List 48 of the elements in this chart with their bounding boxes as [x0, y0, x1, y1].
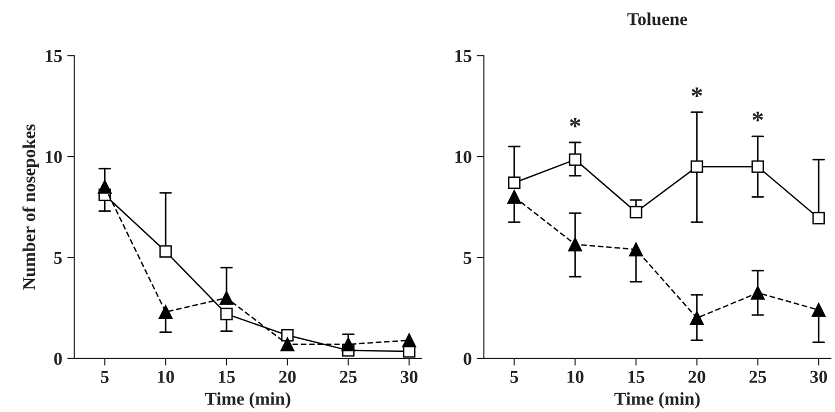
point [158, 305, 173, 319]
y-tick-label: 15 [455, 50, 472, 62]
y-tick-label: 15 [46, 50, 62, 62]
point [402, 333, 416, 348]
y-tick-label: 5 [54, 252, 62, 264]
x-tick-label: 30 [400, 370, 418, 383]
point [812, 303, 826, 317]
point [812, 212, 825, 224]
y-tick-label: 10 [46, 150, 62, 163]
point [752, 160, 764, 173]
point [507, 190, 522, 204]
x-tick-label: 30 [810, 370, 827, 383]
point [568, 237, 582, 252]
x-tick-label: 25 [340, 370, 357, 383]
point [98, 180, 112, 194]
x-tick-label: 10 [158, 370, 174, 383]
x-tick-label: 15 [218, 370, 235, 383]
y-axis-title: Number of nosepokes [22, 124, 39, 290]
y-tick-label: 5 [464, 252, 472, 264]
x-tick-label: 25 [750, 370, 766, 383]
point [341, 337, 356, 352]
y-tick-label: 0 [54, 352, 62, 365]
annotation: * [692, 88, 702, 97]
point [159, 245, 172, 258]
point [568, 153, 582, 166]
point [629, 242, 643, 256]
y-tick-label: 0 [464, 352, 472, 365]
x-tick-label: 10 [568, 370, 584, 383]
x-tick-label: 20 [279, 370, 296, 383]
point [508, 176, 520, 190]
x-tick-label: 15 [628, 370, 644, 383]
point [220, 290, 234, 305]
y-tick-label: 10 [455, 150, 472, 163]
chart-title: Toluene [627, 12, 688, 26]
point [750, 286, 765, 300]
point [281, 328, 294, 342]
point [690, 160, 704, 173]
annotation: * [752, 112, 763, 122]
x-tick-label: 5 [100, 370, 109, 383]
point [220, 308, 233, 320]
x-tick-label: 5 [510, 370, 518, 383]
x-axis-title: Time (min) [204, 392, 290, 409]
annotation: * [570, 118, 580, 128]
x-axis-title: Time (min) [614, 392, 700, 409]
x-tick-label: 20 [688, 370, 706, 383]
point [690, 311, 704, 326]
point [630, 206, 642, 218]
point [280, 337, 294, 352]
